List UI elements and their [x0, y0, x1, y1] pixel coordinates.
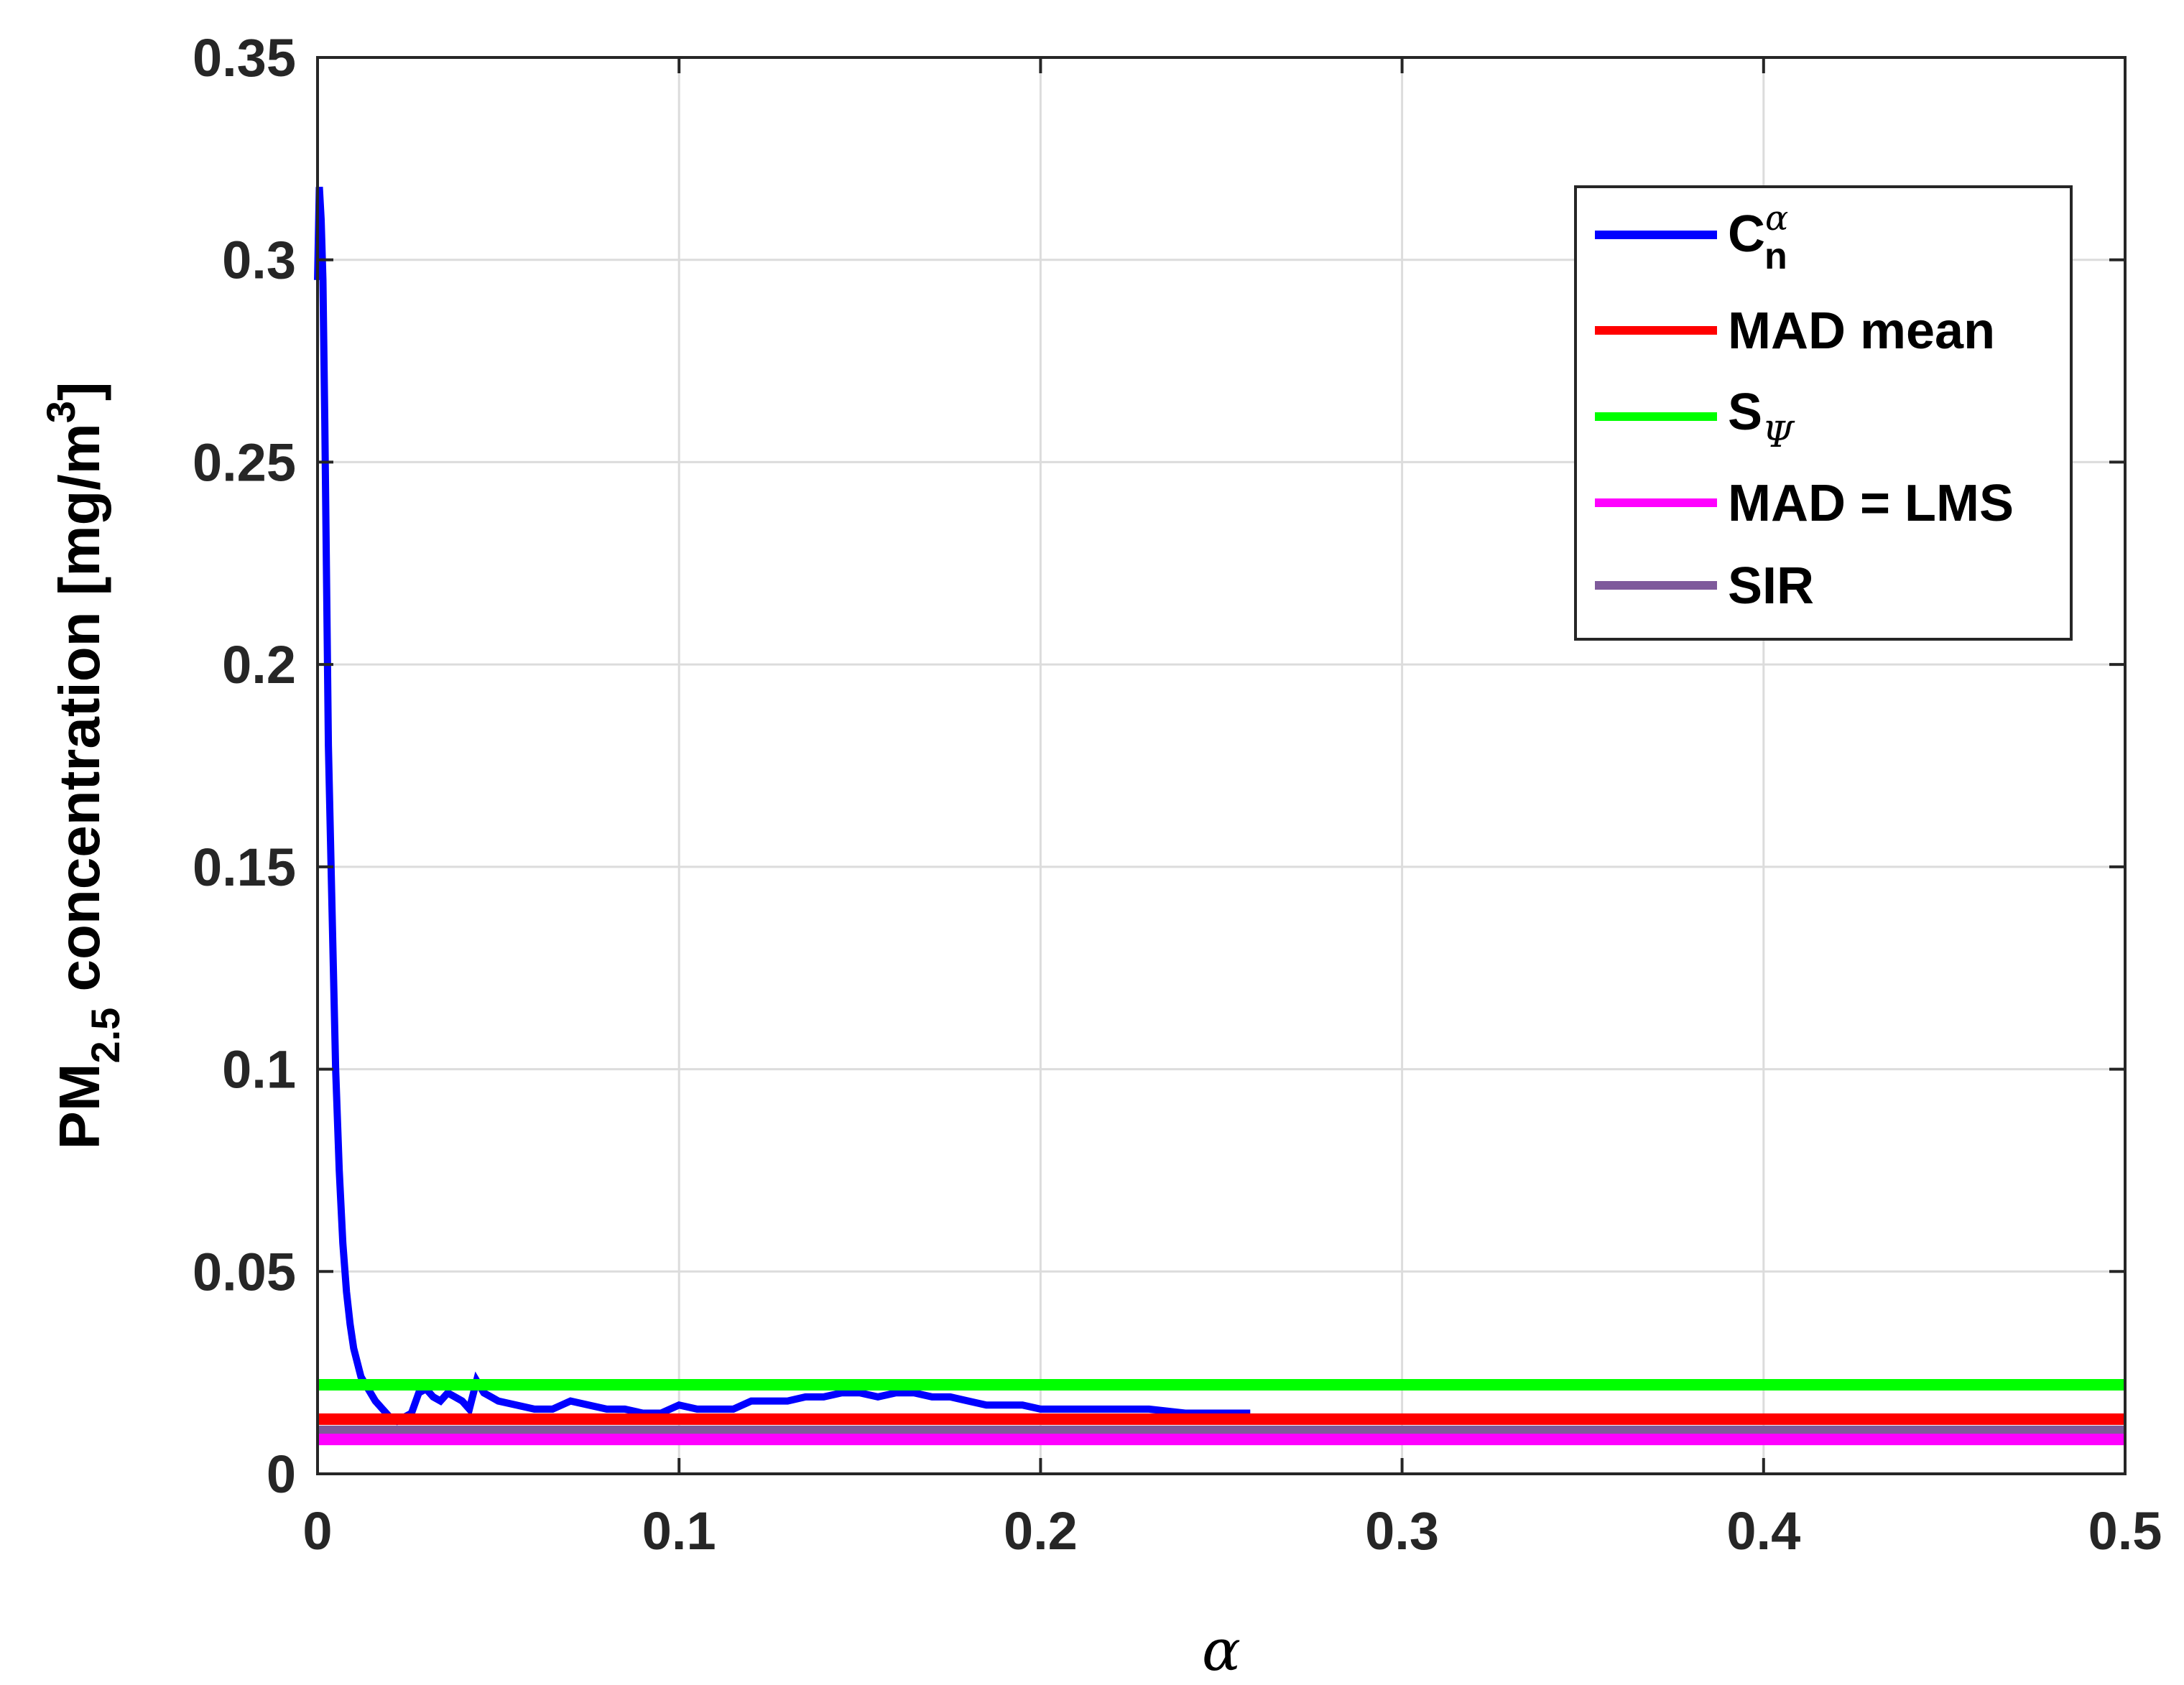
- legend: Cα n MAD mean SΨ MAD = LMS SIR: [1574, 185, 2073, 641]
- x-tick-label: 0.3: [1365, 1501, 1439, 1561]
- series-layer: [314, 187, 2125, 1446]
- x-tick-label: 0: [302, 1501, 332, 1561]
- legend-cn-base: C: [1728, 205, 1765, 263]
- y-tick-label: 0.2: [222, 635, 296, 695]
- y-axis-label-text: concentration [mg/m: [47, 423, 111, 1007]
- y-tick-label: 0.05: [193, 1242, 296, 1301]
- legend-label-cn-alpha: Cα n: [1728, 198, 1788, 277]
- legend-label-sir: SIR: [1728, 557, 1814, 615]
- legend-s-sub: Ψ: [1762, 414, 1795, 455]
- series-line-cn-alpha: [314, 187, 1251, 1426]
- x-tick-label: 0.1: [642, 1501, 716, 1561]
- y-axis-label-subscript: 2.5: [83, 1008, 128, 1064]
- y-tick-label: 0: [267, 1444, 296, 1504]
- y-tick-label: 0.3: [222, 231, 296, 290]
- y-tick-label: 0.35: [193, 28, 296, 88]
- y-tick-label: 0.1: [222, 1040, 296, 1100]
- legend-s-base: S: [1728, 384, 1762, 441]
- y-axis-label-prefix: PM: [47, 1064, 111, 1150]
- y-axis-label-superscript: 3: [38, 401, 83, 423]
- plot-frame: [316, 56, 2127, 1475]
- x-tick-label: 0.4: [1726, 1501, 1800, 1561]
- x-tick-label: 0.5: [2088, 1501, 2162, 1561]
- legend-label-mad-lms: MAD = LMS: [1728, 475, 2014, 532]
- y-axis-label: PM2.5 concentration [mg/m3]: [38, 381, 128, 1149]
- ticks: [316, 56, 2127, 1475]
- x-tick-label: 0.2: [1004, 1501, 1078, 1561]
- legend-cn-sub: n: [1764, 236, 1787, 277]
- y-axis-label-suffix: ]: [47, 381, 111, 401]
- legend-cn-sup: α: [1765, 198, 1788, 238]
- tick-labels: 0 0.1 0.2 0.3 0.4 0.5 0 0.05 0.1 0.15 0.2 0.25 0.3 0.…: [193, 28, 2162, 1561]
- x-axis-label: α: [1202, 1617, 1241, 1684]
- y-tick-label: 0.25: [193, 432, 296, 492]
- legend-label-mad-mean: MAD mean: [1728, 302, 1995, 360]
- y-tick-label: 0.15: [193, 837, 296, 897]
- legend-label-s-psi: SΨ: [1728, 384, 1795, 455]
